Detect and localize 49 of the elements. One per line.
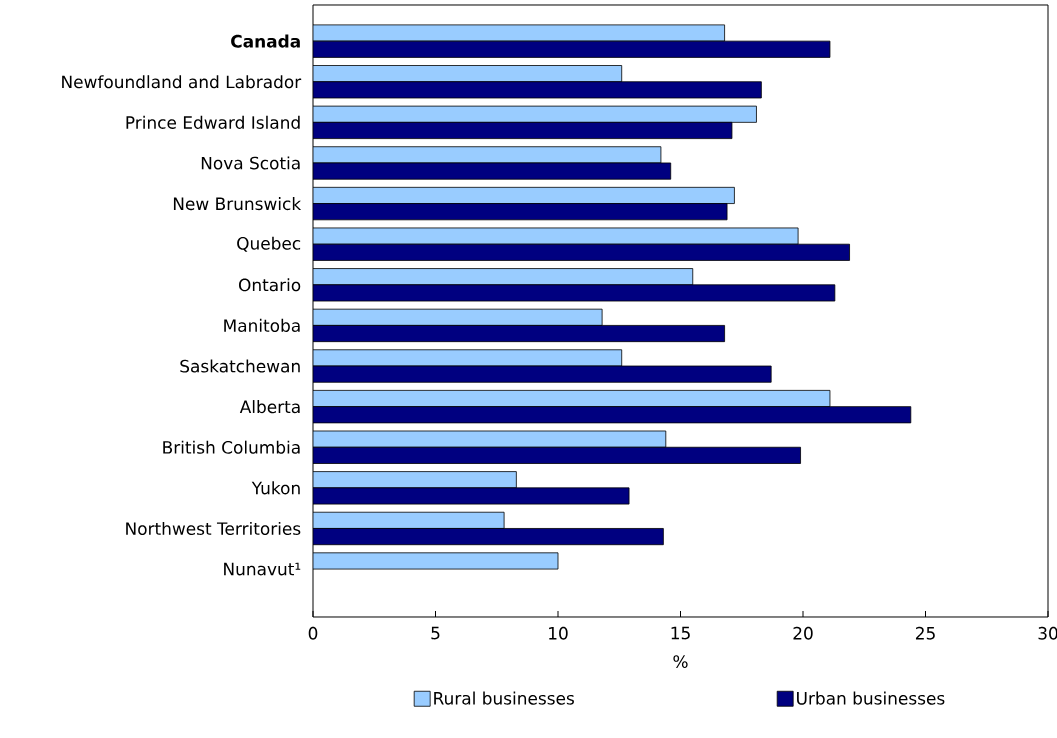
bar (313, 325, 726, 343)
bar (313, 146, 662, 164)
y-tick-label: Alberta (239, 400, 300, 414)
y-tick-label: New Brunswick (173, 197, 302, 211)
y-tick-label: Quebec (237, 236, 301, 252)
bar (313, 389, 831, 408)
bar (313, 186, 735, 204)
x-axis-title: % (673, 655, 688, 668)
bar (313, 121, 733, 139)
bar (313, 406, 912, 424)
bar (313, 349, 623, 367)
legend-label: Urban businesses (797, 691, 945, 705)
bar (313, 65, 623, 83)
x-tick-label: 15 (671, 626, 690, 640)
legend-label: Rural businesses (434, 691, 574, 705)
bar (313, 162, 672, 180)
y-tick-label: Manitoba (224, 318, 300, 332)
bar (313, 81, 762, 99)
bar (313, 446, 801, 464)
bar (313, 284, 836, 302)
bar (313, 365, 772, 383)
x-tick-label: 25 (915, 626, 935, 640)
y-tick-label: Prince Edward Island (126, 115, 300, 129)
bar (313, 40, 831, 58)
bar (313, 203, 728, 221)
y-tick-label: Yukon (251, 481, 300, 495)
bar (313, 243, 850, 261)
y-tick-label: Newfoundland and Labrador (62, 75, 302, 89)
x-tick-label: 10 (549, 626, 568, 640)
bar (313, 227, 799, 245)
bar (313, 308, 603, 326)
y-tick-label: Nunavut¹ (224, 562, 301, 576)
bar (313, 105, 757, 123)
x-tick-label: 30 (1038, 626, 1057, 640)
bar (313, 552, 559, 570)
bar (313, 430, 667, 448)
x-tick-label: 5 (431, 626, 440, 640)
bar (313, 471, 517, 489)
bar (313, 268, 694, 286)
x-tick-label: 20 (793, 626, 813, 640)
y-tick-label: Saskatchewan (180, 359, 300, 373)
bar (313, 511, 505, 529)
bar (313, 528, 664, 546)
y-tick-label: Ontario (239, 278, 301, 292)
y-tick-label: British Columbia (163, 440, 300, 454)
y-tick-label: Canada (231, 34, 300, 48)
y-tick-label: Northwest Territories (126, 521, 301, 536)
x-tick-label: 0 (308, 626, 318, 640)
y-tick-label: Nova Scotia (201, 156, 300, 170)
